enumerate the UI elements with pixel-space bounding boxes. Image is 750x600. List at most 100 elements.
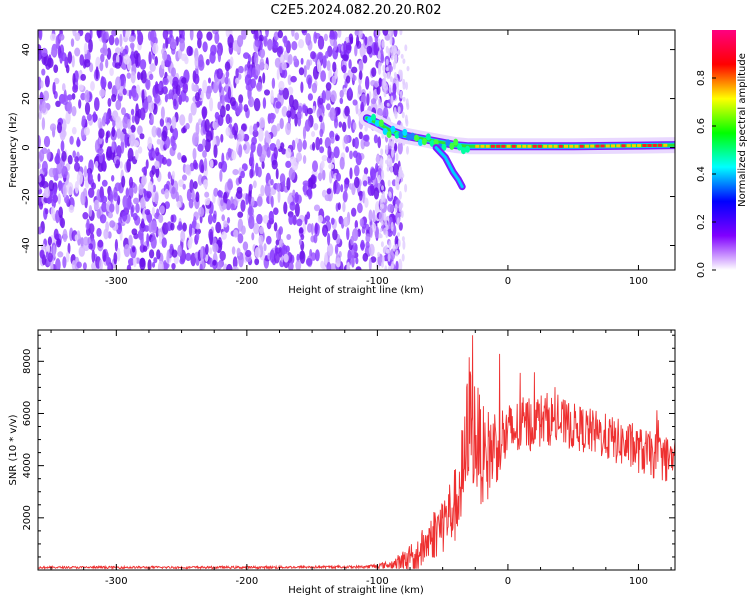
noise-blob [197, 174, 203, 186]
noise-blob [66, 94, 73, 101]
noise-blob [83, 165, 88, 178]
signal-peak [548, 144, 553, 148]
noise-blob [213, 144, 218, 158]
noise-blob [387, 228, 393, 237]
noise-blob [109, 190, 114, 204]
colorbar-tick-label: 0.2 [696, 214, 707, 230]
noise-blob [198, 54, 204, 68]
noise-blob [354, 176, 360, 189]
noise-blob [333, 116, 339, 129]
noise-blob [47, 57, 54, 69]
noise-blob [285, 245, 290, 253]
noise-blob [362, 252, 369, 262]
noise-blob [130, 124, 136, 133]
noise-blob [166, 158, 172, 167]
noise-blob [139, 257, 146, 270]
noise-blob [102, 42, 108, 56]
noise-blob [141, 167, 147, 173]
noise-blob [150, 113, 154, 124]
noise-blob [52, 167, 57, 176]
noise-blob [192, 132, 199, 146]
signal-peak [579, 144, 584, 148]
noise-blob [384, 265, 388, 270]
noise-blob [342, 121, 347, 133]
noise-blob [346, 227, 350, 241]
noise-blob [376, 85, 381, 96]
noise-blob [56, 238, 62, 248]
noise-blob [238, 175, 242, 185]
noise-blob [281, 68, 288, 79]
y-tick-label: 6000 [22, 401, 33, 426]
noise-blob [381, 172, 385, 180]
noise-blob [76, 261, 82, 269]
noise-blob [51, 197, 56, 209]
noise-blob [151, 165, 156, 176]
noise-blob [273, 146, 278, 160]
noise-blob [322, 169, 326, 181]
noise-blob [121, 211, 128, 222]
noise-blob [331, 75, 336, 85]
noise-blob [175, 83, 181, 97]
noise-blob [387, 253, 391, 262]
noise-blob [259, 226, 264, 235]
noise-blob [232, 256, 238, 270]
noise-blob [283, 253, 289, 263]
noise-blob [273, 222, 278, 232]
noise-blob [176, 200, 182, 208]
noise-blob [115, 76, 121, 91]
noise-blob [76, 171, 83, 186]
noise-blob [254, 52, 259, 66]
signal-blob [390, 125, 396, 133]
noise-blob [61, 150, 67, 162]
noise-blob [133, 197, 140, 205]
noise-blob [370, 168, 377, 181]
noise-blob [280, 54, 284, 62]
signal-blob [429, 139, 435, 147]
noise-blob [385, 45, 389, 54]
noise-blob [359, 218, 364, 227]
noise-blob [72, 84, 78, 93]
noise-blob [95, 66, 99, 80]
noise-blob [245, 193, 249, 206]
noise-blob [352, 99, 358, 106]
noise-blob [118, 216, 123, 224]
signal-peak [511, 144, 516, 148]
noise-blob [236, 247, 241, 257]
y-tick-label: 2000 [22, 505, 33, 530]
noise-blob [139, 59, 147, 70]
noise-blob [401, 111, 405, 119]
noise-blob [388, 30, 392, 37]
noise-blob [132, 255, 137, 268]
signal-peak [490, 144, 495, 148]
noise-blob [155, 147, 160, 157]
noise-blob [357, 84, 362, 95]
noise-blob [83, 42, 88, 55]
noise-blob [261, 161, 265, 170]
signal-blob [457, 143, 463, 151]
noise-blob [268, 210, 274, 222]
signal-peak [485, 144, 490, 148]
noise-blob [86, 113, 92, 122]
noise-blob [88, 205, 93, 217]
noise-blob [355, 266, 362, 270]
noise-blob [333, 181, 337, 195]
noise-blob [116, 145, 122, 160]
noise-blob [313, 234, 318, 244]
noise-blob [363, 167, 369, 175]
noise-blob [204, 191, 210, 198]
noise-blob [304, 214, 308, 225]
noise-blob [332, 229, 338, 241]
noise-blob [156, 208, 160, 218]
noise-blob [213, 187, 219, 197]
noise-blob [212, 159, 218, 166]
noise-blob [156, 127, 162, 138]
noise-blob [360, 138, 366, 150]
noise-blob [389, 158, 393, 167]
noise-blob [300, 57, 304, 65]
noise-blob [342, 54, 349, 61]
noise-blob [225, 113, 231, 125]
noise-blob [206, 31, 213, 41]
noise-blob [315, 136, 321, 151]
signal-peak [532, 144, 537, 148]
